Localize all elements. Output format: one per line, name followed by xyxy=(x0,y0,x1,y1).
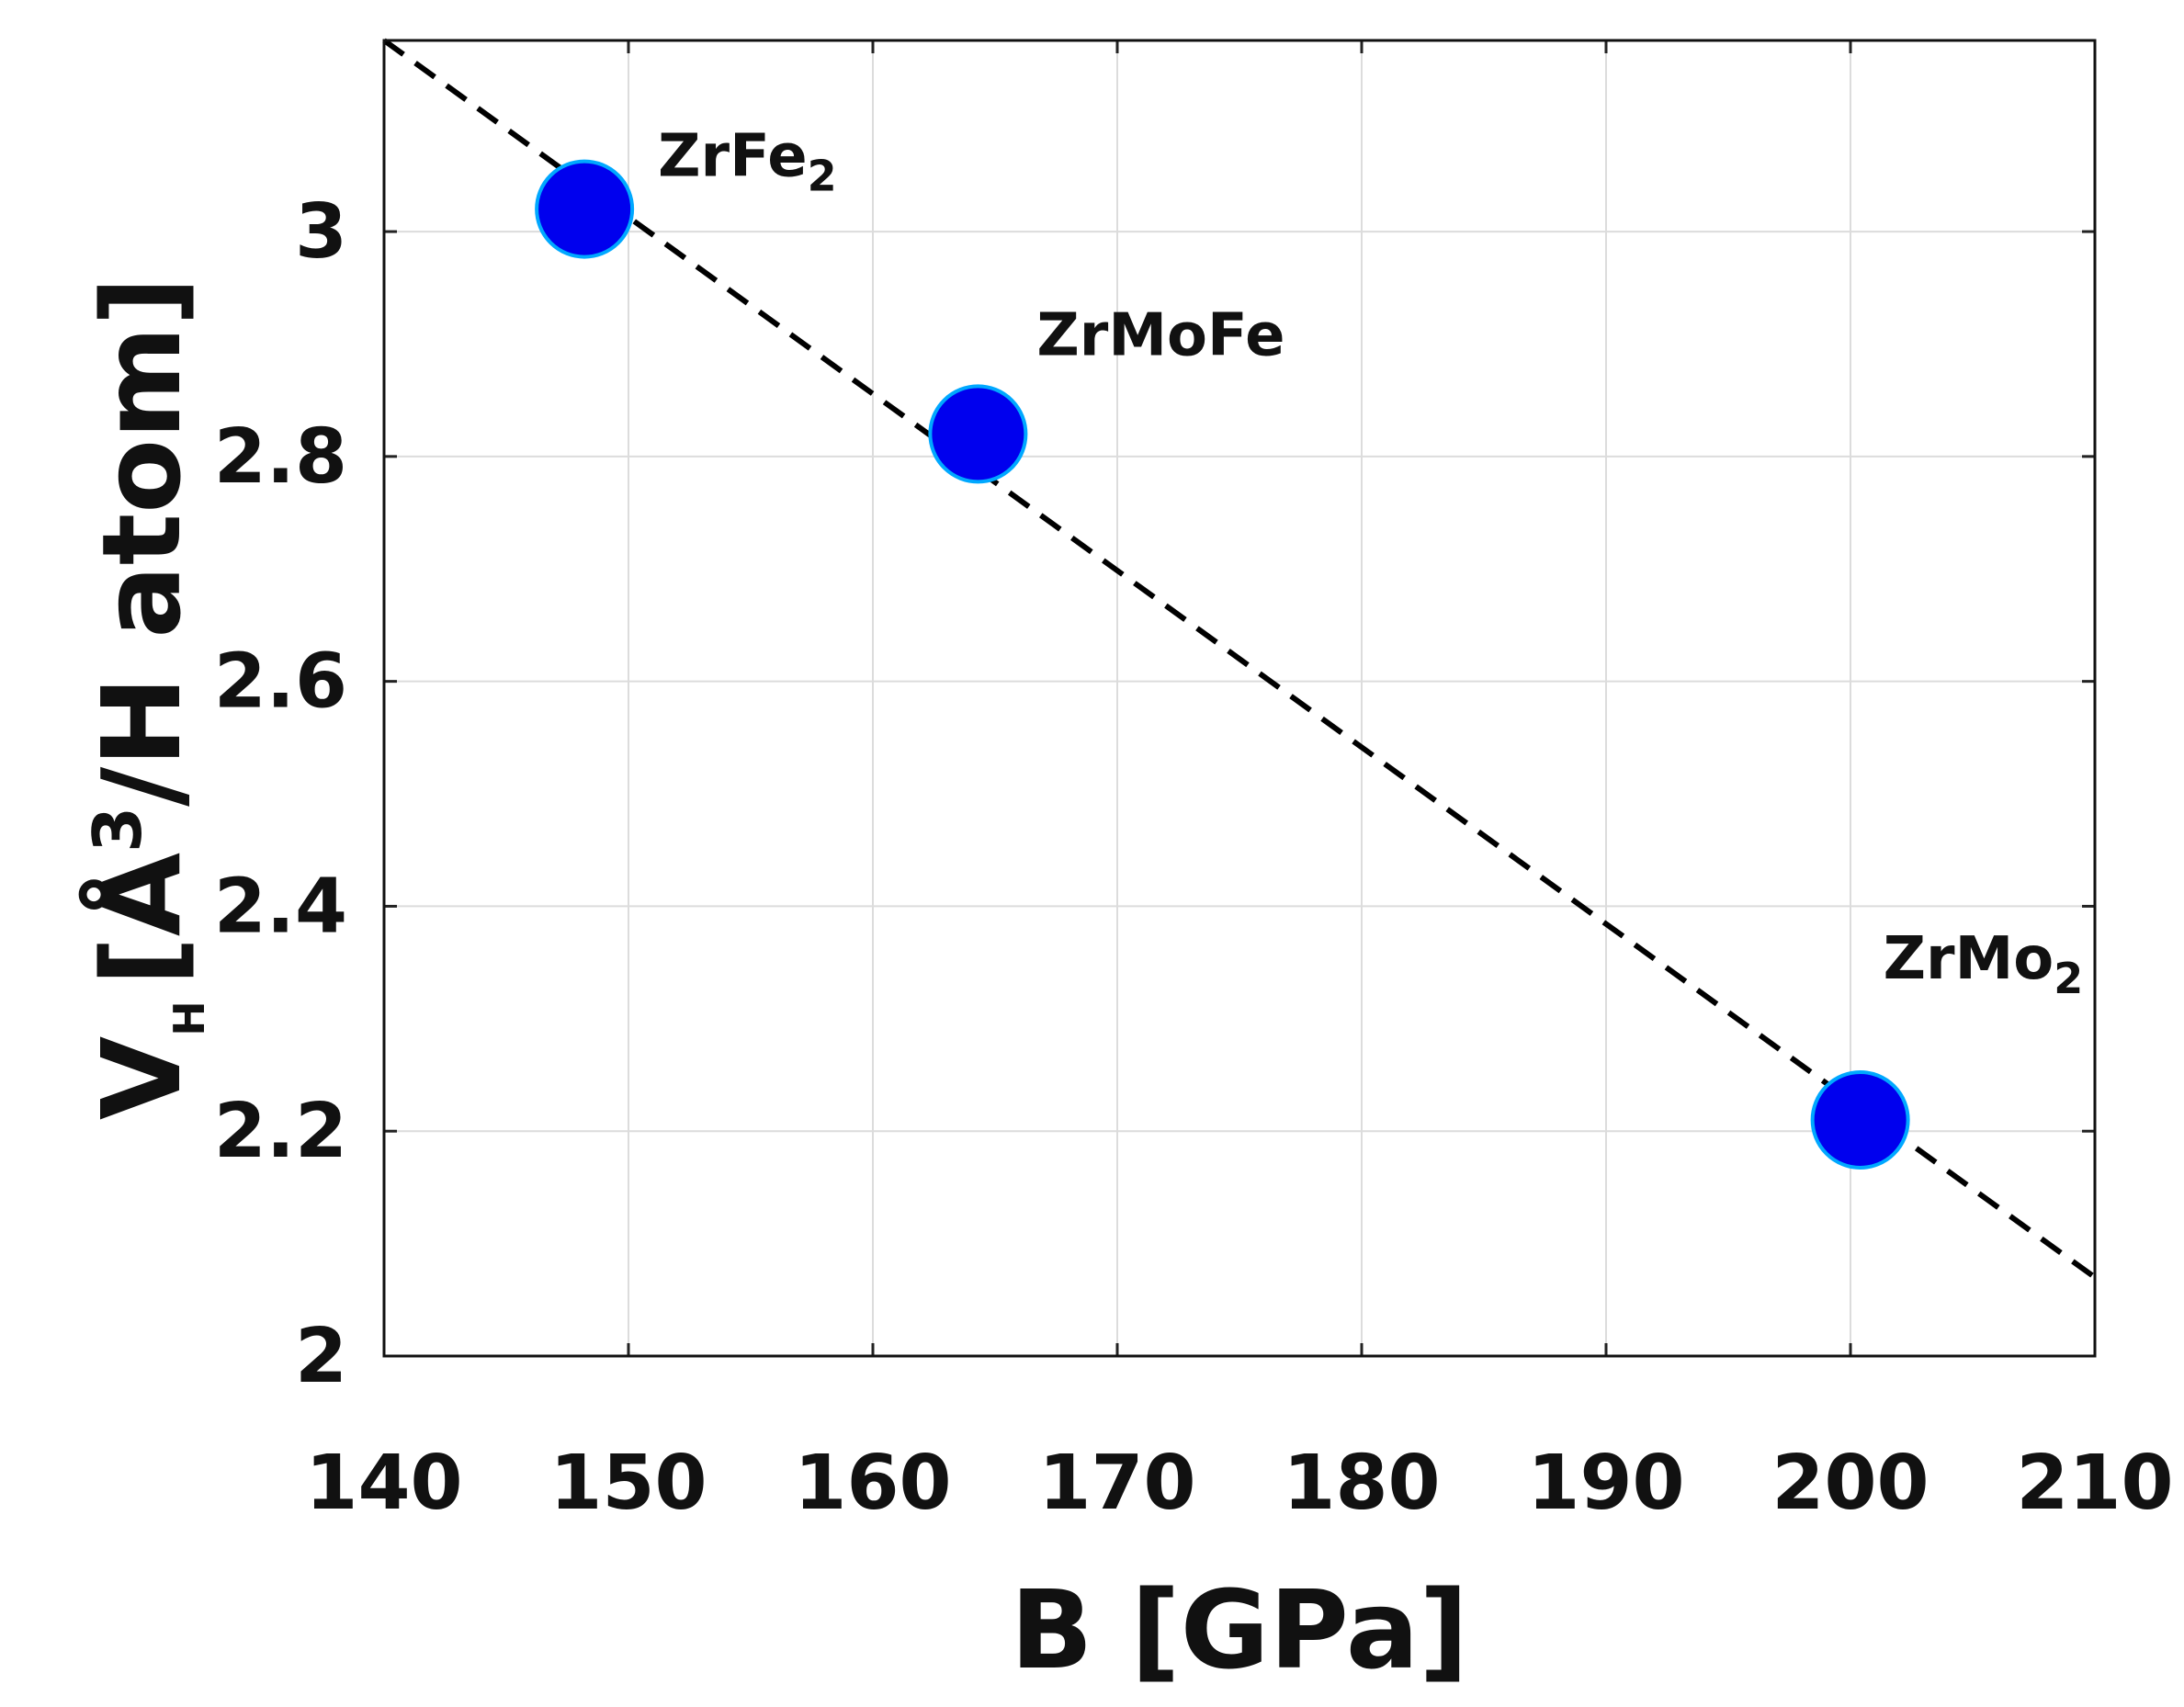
y-tick-label: 2 xyxy=(295,1313,347,1400)
plot-frame xyxy=(382,39,2097,1358)
point-label-subscript: 2 xyxy=(808,152,837,201)
point-label-text: ZrMo xyxy=(1884,925,2054,993)
point-label-text: ZrFe xyxy=(658,123,808,191)
x-tick-label: 210 xyxy=(2016,1440,2173,1527)
x-tick-label: 150 xyxy=(549,1440,707,1527)
x-tick-label: 200 xyxy=(1771,1440,1929,1527)
y-axis-title-main: V xyxy=(78,1036,205,1120)
y-axis-title-subscript: H xyxy=(164,1000,214,1036)
y-tick-label: 3 xyxy=(295,188,347,276)
y-axis-title-rest: [Å xyxy=(78,853,205,986)
y-tick-label: 2.4 xyxy=(214,863,347,950)
point-label: ZrMoFe xyxy=(1036,301,1284,369)
x-tick-label: 170 xyxy=(1038,1440,1195,1527)
x-axis-title: B [GPa] xyxy=(1011,1566,1469,1693)
data-point xyxy=(1810,1069,1910,1170)
data-points xyxy=(535,159,1910,1170)
y-tick-labels: 2 2.2 2.4 2.6 2.8 3 xyxy=(214,188,347,1400)
plot-background xyxy=(384,40,2095,1356)
x-tick-label: 140 xyxy=(305,1440,462,1527)
data-point xyxy=(928,384,1028,484)
point-label-text: ZrMoFe xyxy=(1036,301,1284,369)
y-tick-label: 2.6 xyxy=(214,639,347,726)
x-tick-label: 160 xyxy=(794,1440,951,1527)
x-tick-labels: 140 150 160 170 180 190 200 210 xyxy=(305,1440,2173,1527)
data-point xyxy=(535,159,635,259)
y-axis-title: VH [Å3/H atom] xyxy=(78,277,214,1120)
point-label: ZrMo2 xyxy=(1884,925,2084,1003)
x-tick-label: 180 xyxy=(1283,1440,1440,1527)
y-tick-label: 2.2 xyxy=(214,1088,347,1175)
y-axis-title-tail: /H atom] xyxy=(78,277,205,807)
point-label-subscript: 2 xyxy=(2054,954,2083,1003)
x-tick-label: 190 xyxy=(1527,1440,1684,1527)
fit-line xyxy=(382,38,2097,1280)
point-label: ZrFe2 xyxy=(658,123,837,201)
y-tick-label: 2.8 xyxy=(214,413,347,501)
y-axis-title-superscript: 3 xyxy=(79,807,156,853)
